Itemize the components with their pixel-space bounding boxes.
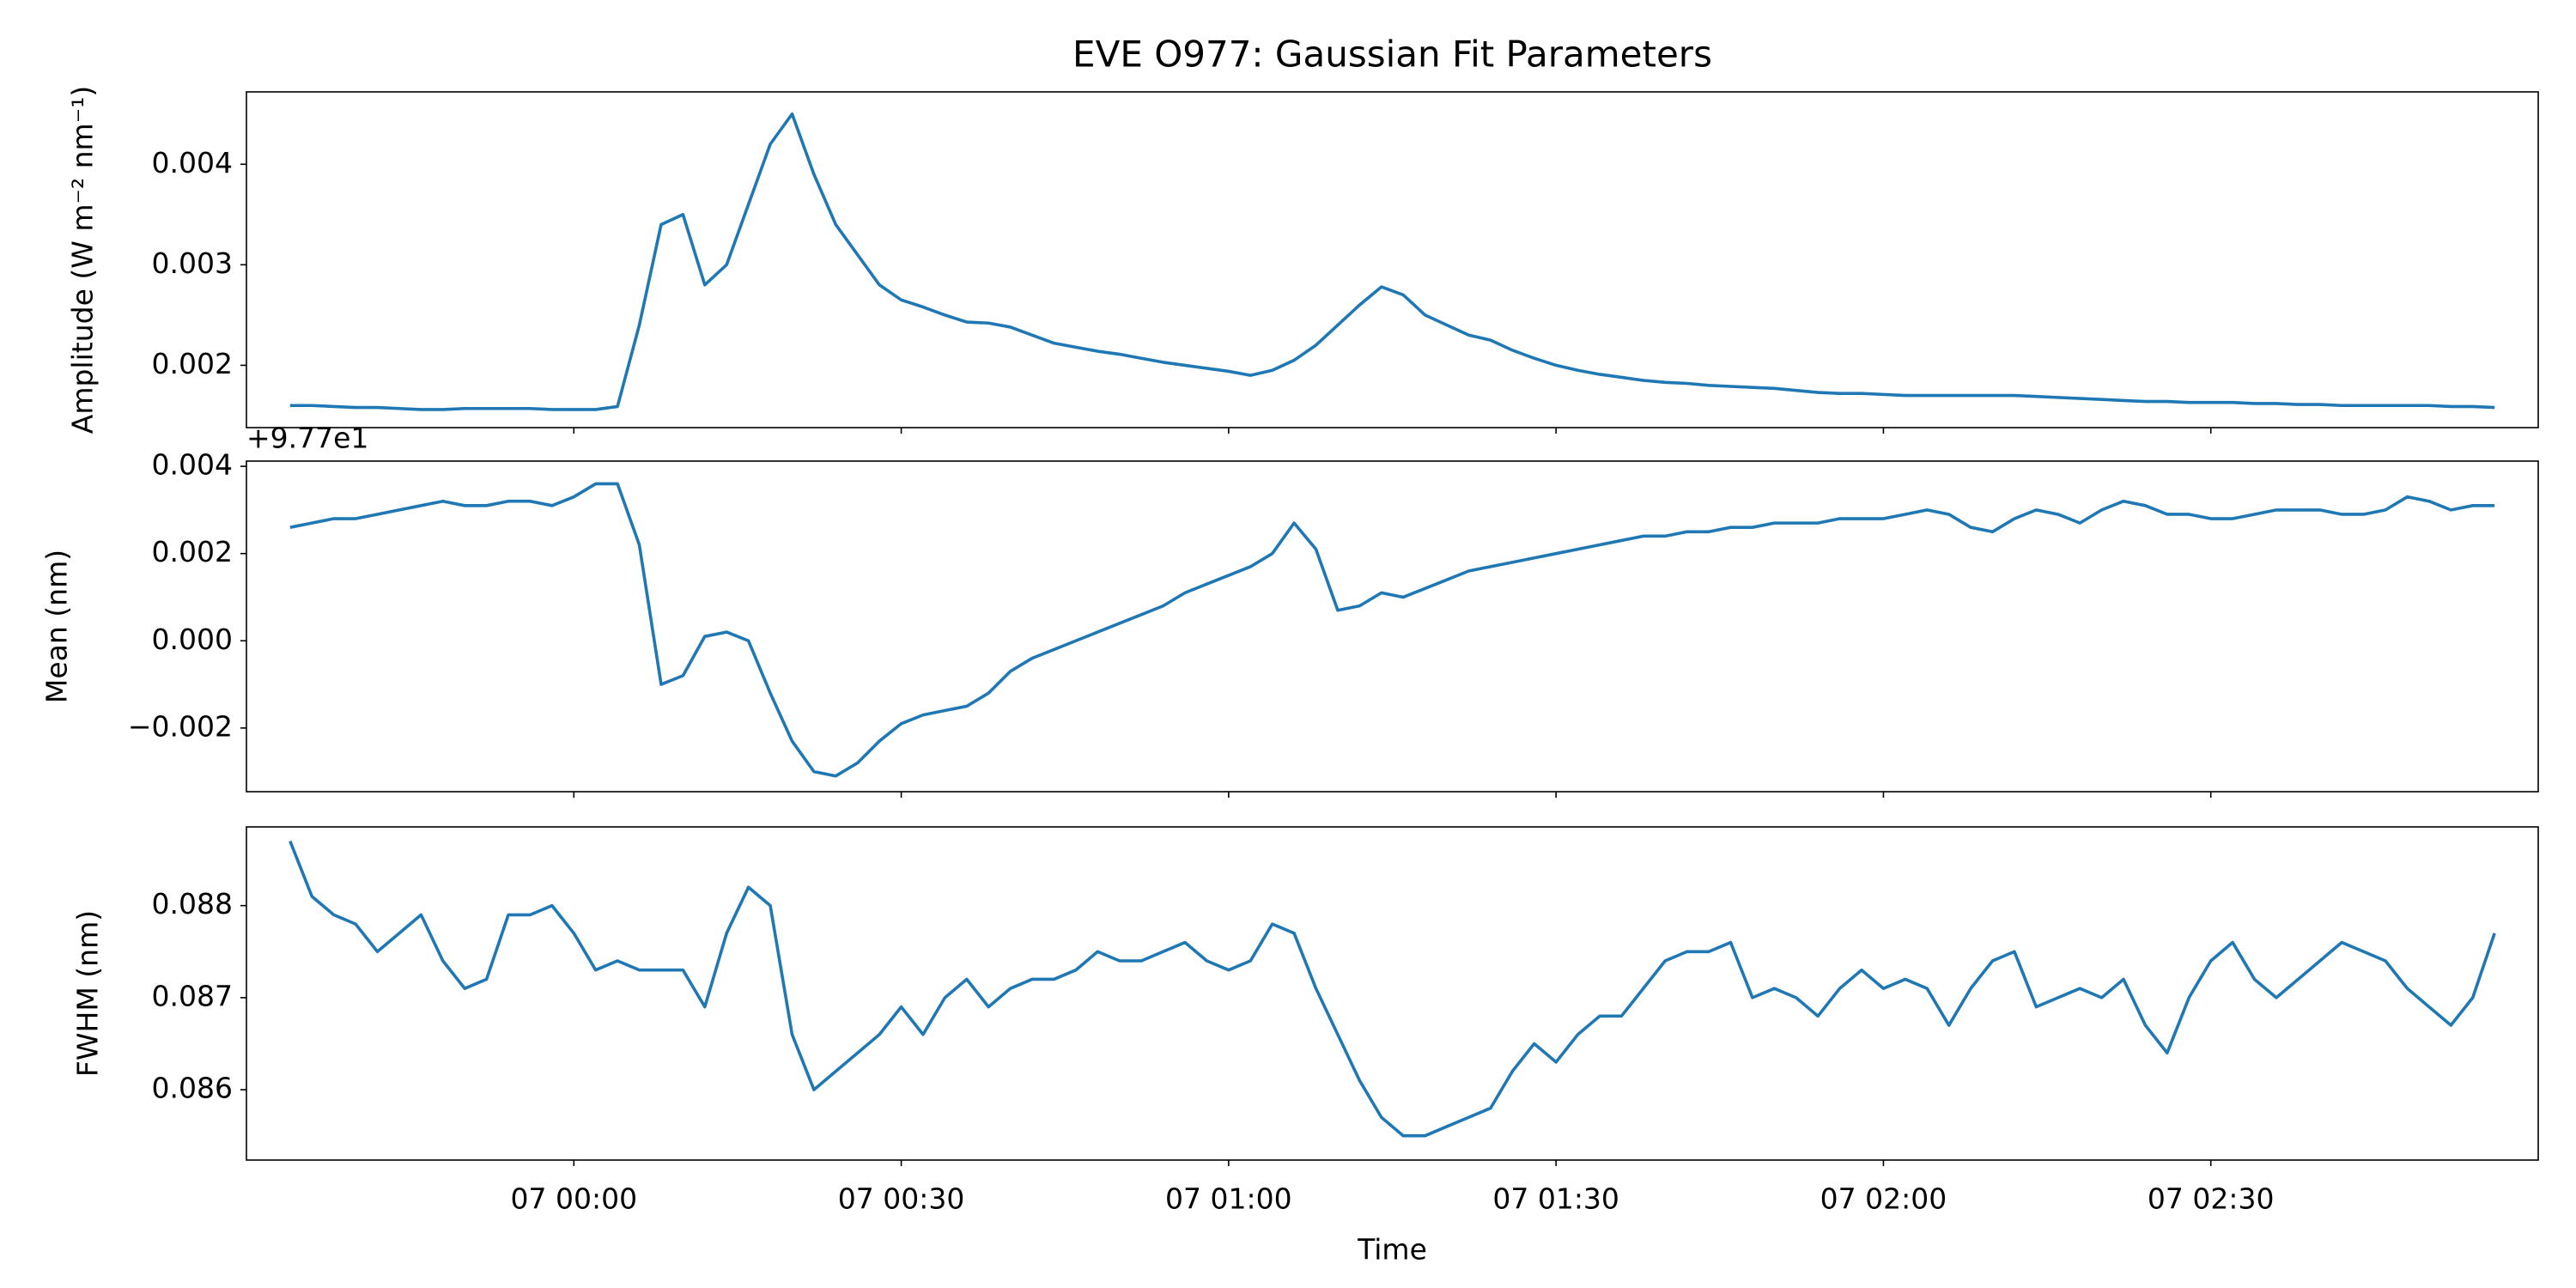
x-tick-label: 07 02:00 — [1820, 1182, 1947, 1216]
y-tick-label: 0.004 — [152, 146, 233, 179]
y-axis-label: FWHM (nm) — [71, 910, 105, 1077]
y-tick-label: −0.002 — [128, 709, 233, 743]
y-tick-label: 0.087 — [152, 979, 233, 1012]
y-tick-label: 0.086 — [152, 1072, 233, 1105]
x-tick-label: 07 00:30 — [838, 1182, 965, 1216]
y-tick-label: 0.002 — [152, 535, 233, 568]
data-line — [289, 482, 2495, 778]
y-tick-label: 0.003 — [152, 246, 233, 280]
x-tick-label: 07 01:30 — [1492, 1182, 1619, 1216]
x-tick-label: 07 00:00 — [510, 1182, 637, 1216]
x-tick-label: 07 02:30 — [2148, 1182, 2275, 1216]
x-axis-label: Time — [1357, 1233, 1427, 1267]
plot-frame — [246, 91, 2539, 428]
y-axis-label: Amplitude (W m⁻² nm⁻¹) — [66, 86, 100, 434]
data-line — [289, 112, 2495, 411]
plot-frame — [246, 460, 2539, 793]
x-tick-label: 07 01:00 — [1165, 1182, 1292, 1216]
plot-frame — [246, 826, 2539, 1161]
chart-title: EVE O977: Gaussian Fit Parameters — [1072, 33, 1712, 76]
y-tick-label: 0.000 — [152, 623, 233, 656]
y-tick-label: 0.004 — [152, 448, 233, 482]
axis-offset-text: +9.77e1 — [246, 422, 368, 455]
y-tick-label: 0.002 — [152, 347, 233, 380]
y-axis-label: Mean (nm) — [40, 550, 74, 703]
data-line — [289, 840, 2496, 1138]
y-tick-label: 0.088 — [152, 887, 233, 920]
